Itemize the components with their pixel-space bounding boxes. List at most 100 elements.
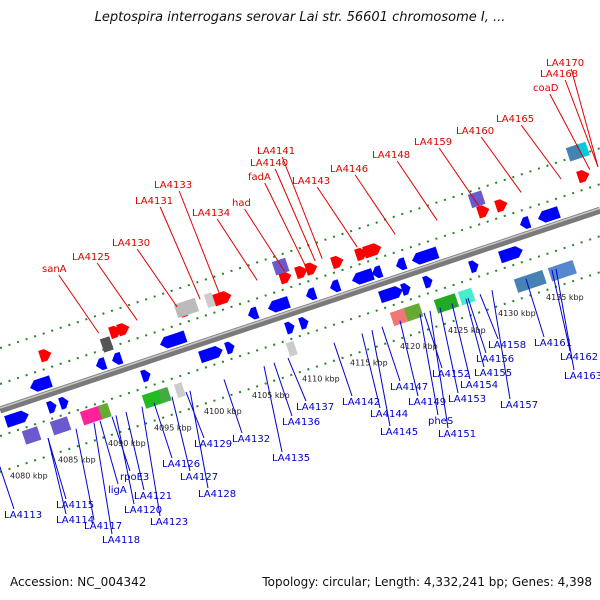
forward-gene-11-shape bbox=[396, 257, 408, 271]
gene-label-rpoE3: rpoE3 bbox=[120, 472, 149, 483]
gene-label-LA4136: LA4136 bbox=[282, 417, 320, 428]
leader-LA4115 bbox=[47, 437, 67, 500]
gene-label-LA4155: LA4155 bbox=[474, 368, 512, 379]
gene-box-7-shape bbox=[21, 426, 42, 445]
gene-box-9 bbox=[79, 405, 104, 426]
reverse-gene-12 bbox=[498, 246, 523, 264]
gene-label-LA4151: LA4151 bbox=[438, 429, 476, 440]
leader-LA4153 bbox=[439, 307, 459, 394]
gene-label-LA4128: LA4128 bbox=[198, 489, 236, 500]
gene-box-9-shape bbox=[79, 405, 104, 426]
chromosome-backbone bbox=[0, 206, 600, 414]
gene-label-LA4143: LA4143 bbox=[292, 176, 330, 187]
reverse-gene-11-shape bbox=[468, 260, 479, 274]
leader-sanA bbox=[58, 274, 100, 334]
reverse-gene-2 bbox=[58, 396, 69, 410]
reverse-gene-7-shape bbox=[298, 316, 309, 330]
gene-label-LA4142: LA4142 bbox=[342, 397, 380, 408]
dotted-guide-inner-bottom bbox=[0, 235, 600, 437]
gene-box-14 bbox=[285, 340, 298, 357]
forward-gene-7 bbox=[306, 287, 318, 301]
leader-LA4157 bbox=[491, 290, 511, 400]
reverse-gene-4-shape bbox=[198, 346, 223, 364]
gene-box-0-shape bbox=[99, 336, 114, 353]
gene-label-LA4147: LA4147 bbox=[390, 382, 428, 393]
gene-label-LA4123: LA4123 bbox=[150, 517, 188, 528]
leader-LA4118 bbox=[93, 422, 113, 535]
rna-gene-12 bbox=[368, 243, 382, 257]
leader-LA4121 bbox=[125, 411, 145, 491]
topology-text: Topology: circular; Length: 4,332,241 bp… bbox=[262, 575, 592, 589]
gene-box-12 bbox=[157, 386, 172, 404]
scale-tick-4: 4100 kbp bbox=[204, 407, 242, 416]
gene-label-LA4113: LA4113 bbox=[4, 510, 42, 521]
reverse-gene-11 bbox=[468, 260, 479, 274]
gene-box-10-shape bbox=[97, 402, 112, 420]
gene-label-coaD: coaD bbox=[533, 83, 559, 94]
gene-label-pheS: pheS bbox=[428, 416, 453, 427]
gene-label-LA4160: LA4160 bbox=[456, 126, 494, 137]
gene-features bbox=[4, 141, 590, 445]
gene-box-12-shape bbox=[157, 386, 172, 404]
gene-label-LA4127: LA4127 bbox=[180, 472, 218, 483]
rna-gene-5-shape bbox=[218, 291, 232, 305]
gene-label-LA4168: LA4168 bbox=[540, 69, 578, 80]
forward-gene-0 bbox=[30, 375, 53, 392]
reverse-gene-6 bbox=[284, 321, 295, 335]
leader-LA4156 bbox=[467, 298, 487, 354]
gene-box-6 bbox=[577, 141, 590, 158]
rna-gene-2 bbox=[116, 323, 130, 337]
rna-gene-2-shape bbox=[116, 323, 130, 337]
gene-box-11-shape bbox=[141, 389, 164, 409]
gene-box-1 bbox=[173, 297, 200, 319]
reverse-gene-1 bbox=[46, 400, 57, 414]
forward-gene-10-shape bbox=[372, 265, 384, 279]
leader-LA4154 bbox=[451, 303, 471, 380]
gene-box-2-shape bbox=[203, 292, 216, 309]
gene-box-2 bbox=[203, 292, 216, 309]
gene-label-LA4152: LA4152 bbox=[432, 369, 470, 380]
gene-label-LA4134: LA4134 bbox=[192, 208, 230, 219]
backbone-line bbox=[0, 206, 600, 414]
gene-box-17 bbox=[433, 293, 460, 314]
leader-LA4127 bbox=[171, 396, 191, 472]
rna-gene-8 bbox=[304, 262, 318, 276]
gene-label-LA4130: LA4130 bbox=[112, 238, 150, 249]
gene-label-LA4158: LA4158 bbox=[488, 340, 526, 351]
leader-LA4165 bbox=[520, 124, 562, 180]
gene-label-LA4145: LA4145 bbox=[380, 427, 418, 438]
gene-box-0 bbox=[99, 336, 114, 353]
leader-LA4152 bbox=[423, 312, 443, 369]
forward-gene-13 bbox=[428, 246, 440, 260]
leader-LA4160 bbox=[480, 136, 522, 193]
rna-gene-13-shape bbox=[476, 205, 490, 219]
forward-gene-2 bbox=[112, 351, 124, 365]
leader-ligA bbox=[99, 420, 119, 485]
forward-gene-0-shape bbox=[30, 375, 53, 392]
leader-LA4137 bbox=[287, 357, 307, 402]
gene-label-LA4135: LA4135 bbox=[272, 453, 310, 464]
gene-label-LA4129: LA4129 bbox=[194, 439, 232, 450]
reverse-gene-0-shape bbox=[4, 410, 29, 428]
reverse-gene-9 bbox=[400, 283, 411, 296]
leader-LA4141 bbox=[281, 156, 323, 259]
scale-tick-5: 4105 kbp bbox=[252, 391, 290, 400]
gene-box-5-shape bbox=[565, 143, 584, 162]
forward-gene-2-shape bbox=[112, 351, 124, 365]
rna-gene-15 bbox=[576, 169, 590, 184]
map-title: Leptospira interrogans serovar Lai str. … bbox=[94, 10, 506, 25]
gene-label-LA4170: LA4170 bbox=[546, 58, 584, 69]
gene-box-17-shape bbox=[433, 293, 460, 314]
gene-box-1-shape bbox=[173, 297, 200, 319]
rna-gene-15-shape bbox=[576, 169, 590, 184]
reverse-gene-4 bbox=[198, 346, 223, 364]
gene-label-LA4159: LA4159 bbox=[414, 137, 452, 148]
gene-label-had: had bbox=[232, 198, 251, 209]
leader-LA4168 bbox=[564, 79, 599, 168]
gene-label-LA4161: LA4161 bbox=[534, 338, 572, 349]
leader-LA4170 bbox=[570, 68, 599, 167]
rna-gene-9-shape bbox=[330, 255, 344, 270]
rna-gene-7-shape bbox=[294, 265, 308, 280]
gene-box-19-shape bbox=[513, 270, 547, 293]
